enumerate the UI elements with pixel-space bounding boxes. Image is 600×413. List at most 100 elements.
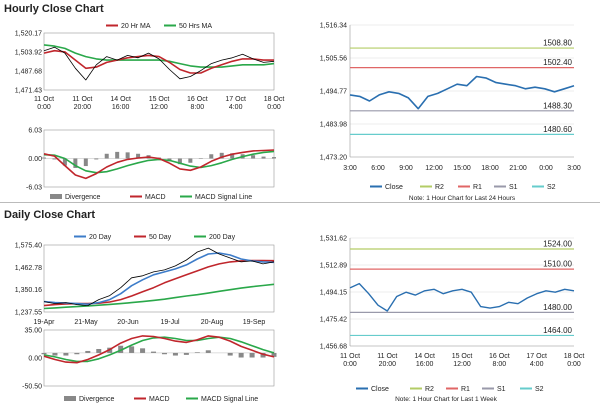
daily-price-series-3 — [43, 283, 275, 310]
hourly-price-xtick-line: 8:00 — [191, 104, 205, 111]
hourly-price-ytick: 1,503.92 — [15, 50, 42, 57]
daily-levels-ytick: 1,512.89 — [320, 263, 347, 270]
hourly-price-legend-20hr-label: 20 Hr MA — [121, 23, 151, 30]
daily-levels-xtick: 16 Oct 8:00 — [489, 353, 510, 368]
hourly-macd-divergence-bar — [115, 151, 120, 159]
hourly-levels-xtick: 21:00 — [509, 165, 527, 172]
daily-macd-divergence-bar — [96, 348, 102, 353]
hourly-macd-legend-signal-label: MACD Signal Line — [195, 194, 252, 201]
daily-levels-xtick-line: 14 Oct — [414, 353, 435, 360]
daily-levels-ytick: 1,456.68 — [320, 344, 347, 351]
daily-levels-r2-label: 1524.00 — [543, 239, 572, 248]
daily-levels-xtick-line: 18 Oct — [564, 353, 585, 360]
daily-price-xtick: 19-Sep — [243, 319, 266, 326]
hourly-macd-divergence-bar — [73, 158, 78, 168]
hourly-levels-legend-r1-label: R1 — [473, 184, 482, 191]
hourly-levels-ytick: 1,505.56 — [320, 56, 347, 63]
hourly-price-xtick-line: 17 Oct — [225, 96, 246, 103]
daily-price-series-2 — [43, 259, 275, 307]
hourly-macd-divergence-bar — [125, 152, 130, 159]
hourly-price-legend-50hr-label: 50 Hrs MA — [179, 23, 212, 30]
hourly-price-xtick-line: 11 Oct — [72, 96, 92, 103]
hourly-levels-ytick: 1,494.77 — [320, 89, 347, 96]
hourly-levels-note: Note: 1 Hour Chart for Last 24 Hours — [409, 195, 516, 202]
daily-macd-line — [43, 335, 275, 364]
daily-levels-xtick: 18 Oct 0:00 — [564, 353, 585, 368]
hourly-price-xtick: 11 Oct 0:00 — [34, 96, 54, 111]
daily-levels-xtick-line: 8:00 — [493, 361, 507, 368]
hourly-price-xtick-line: 16:00 — [112, 104, 130, 111]
daily-price-legend-200day-label: 200 Day — [209, 234, 236, 241]
daily-macd-legend-divergence-swatch — [64, 396, 76, 401]
daily-levels-ytick: 1,531.62 — [320, 236, 347, 243]
hourly-macd-legend-divergence-label: Divergence — [65, 194, 101, 201]
hourly-levels-xtick: 3:00 — [567, 165, 581, 172]
daily-macd-divergence-bar — [172, 352, 178, 356]
daily-price-xtick: 20-Aug — [201, 319, 224, 326]
hourly-price-xtick-line: 12:00 — [150, 104, 168, 111]
daily-macd-legend-signal-label: MACD Signal Line — [201, 396, 258, 403]
hourly-levels-legend-s1-label: S1 — [509, 184, 518, 191]
hourly-macd-legend-divergence-swatch — [50, 194, 62, 199]
hourly-macd-divergence-bar — [94, 158, 99, 160]
hourly-levels-r2-label: 1508.80 — [543, 39, 572, 48]
hourly-macd-divergence-bar — [104, 153, 109, 159]
hourly-levels-ytick: 1,473.20 — [320, 155, 347, 162]
hourly-levels-s2-label: 1480.60 — [543, 125, 572, 134]
daily-price-xtick: 19-Jul — [160, 319, 180, 326]
daily-macd-divergence-bar — [129, 346, 135, 353]
hourly-levels-xtick: 9:00 — [399, 165, 413, 172]
daily-levels-xtick: 11 Oct 20:00 — [377, 353, 397, 368]
daily-levels-xtick-line: 0:00 — [343, 361, 357, 368]
daily-levels-s2-label: 1464.00 — [543, 326, 572, 335]
daily-levels-close-line — [349, 282, 575, 312]
hourly-levels-legend-close-label: Close — [385, 184, 403, 191]
section-divider — [0, 202, 600, 203]
daily-levels-xtick: 15 Oct 12:00 — [452, 353, 473, 368]
hourly-price-series-1 — [43, 49, 274, 74]
daily-levels-legend-s2-label: S2 — [535, 386, 544, 393]
daily-macd-divergence-bar — [151, 351, 157, 353]
daily-macd-ytick: -50.50 — [22, 384, 42, 391]
hourly-levels-ytick: 1,483.98 — [320, 122, 347, 129]
hourly-price-xtick: 14 Oct 16:00 — [110, 96, 131, 111]
daily-levels-xtick-line: 0:00 — [567, 361, 581, 368]
daily-macd-divergence-bar — [227, 352, 233, 356]
hourly-levels-r1-label: 1502.40 — [543, 58, 572, 67]
daily-levels-legend-r2-label: R2 — [425, 386, 434, 393]
hourly-price-xtick-line: 0:00 — [267, 104, 281, 111]
hourly-levels-s1-label: 1488.30 — [543, 101, 572, 110]
daily-macd-divergence-bar — [238, 352, 244, 358]
daily-macd-divergence-bar — [271, 352, 277, 357]
hourly-levels-xtick: 12:00 — [425, 165, 443, 172]
hourly-price-xtick-line: 20:00 — [74, 104, 92, 111]
hourly-section-title: Hourly Close Chart — [4, 3, 104, 15]
hourly-macd-divergence-bar — [230, 153, 235, 159]
daily-levels-xtick: 11 Oct 0:00 — [340, 353, 360, 368]
daily-price-series-1 — [43, 252, 275, 305]
daily-levels-xtick-line: 11 Oct — [377, 353, 397, 360]
hourly-levels-xtick: 0:00 — [539, 165, 553, 172]
hourly-price-xtick-line: 0:00 — [37, 104, 51, 111]
hourly-levels-close-line — [349, 75, 575, 110]
hourly-price-xtick-line: 15 Oct — [149, 96, 170, 103]
daily-levels-r1-label: 1510.00 — [543, 260, 572, 269]
daily-price-ytick: 1,350.16 — [15, 287, 42, 294]
hourly-price-ytick: 1,471.43 — [15, 88, 42, 95]
daily-macd-divergence-bar — [63, 352, 69, 356]
hourly-macd-legend-macd-label: MACD — [145, 194, 166, 201]
hourly-price-xtick: 16 Oct 8:00 — [187, 96, 208, 111]
daily-levels-xtick-line: 11 Oct — [340, 353, 360, 360]
hourly-levels-xtick: 3:00 — [343, 165, 357, 172]
hourly-macd-divergence-bar — [261, 156, 266, 159]
daily-macd-divergence-bar — [194, 352, 200, 353]
daily-macd-divergence-bar — [249, 352, 255, 358]
hourly-macd-line — [43, 149, 275, 180]
daily-levels-xtick: 17 Oct 4:00 — [526, 353, 547, 368]
hourly-levels-xtick: 15:00 — [453, 165, 471, 172]
hourly-macd-divergence-bar — [219, 152, 224, 159]
hourly-price-xtick: 18 Oct 0:00 — [264, 96, 285, 111]
hourly-levels-ytick: 1,516.34 — [320, 23, 347, 30]
daily-levels-xtick-line: 12:00 — [453, 361, 471, 368]
daily-levels-xtick-line: 20:00 — [379, 361, 397, 368]
